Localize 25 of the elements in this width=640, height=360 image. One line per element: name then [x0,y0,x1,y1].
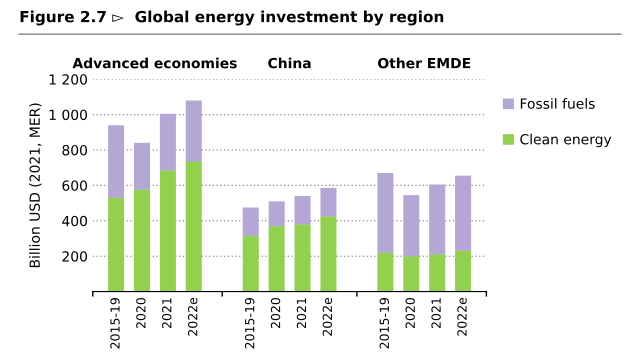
y-tick-label: 800 [62,144,88,156]
x-tick-label: 2015-19 [110,298,120,348]
y-tick-label: 1 200 [50,74,88,85]
chart-title: Figure 2.7 ▻ Global energy investment by region [20,10,444,26]
x-tick-label: 2020 [136,298,146,328]
y-tick-label: 600 [62,180,88,191]
x-tick-label: 2020 [405,298,415,328]
x-tick-label: 2022e [457,298,467,336]
x-tick-label: 2015-19 [244,298,254,348]
x-tick-label: 2021 [296,298,306,328]
x-tick-label: 2020 [270,298,280,328]
x-tick-label: 2021 [431,298,441,328]
x-tick-label: 2022e [322,298,332,336]
y-tick-label: 400 [62,216,88,226]
x-tick-label: 2015-19 [380,298,390,348]
y-axis-title: Billion USD (2021, MER) [29,103,42,268]
text: Other EMDE [378,58,470,68]
y-tick-label: 1 000 [50,110,88,120]
text: Advanced economies [72,58,237,68]
legend-label: Fossil fuels [520,98,595,109]
x-tick-label: 2021 [162,298,172,328]
legend-label: Clean energy [520,134,612,148]
y-tick-label: 200 [62,251,88,262]
x-tick-label: 2022e [188,298,198,336]
text: China [268,58,311,68]
